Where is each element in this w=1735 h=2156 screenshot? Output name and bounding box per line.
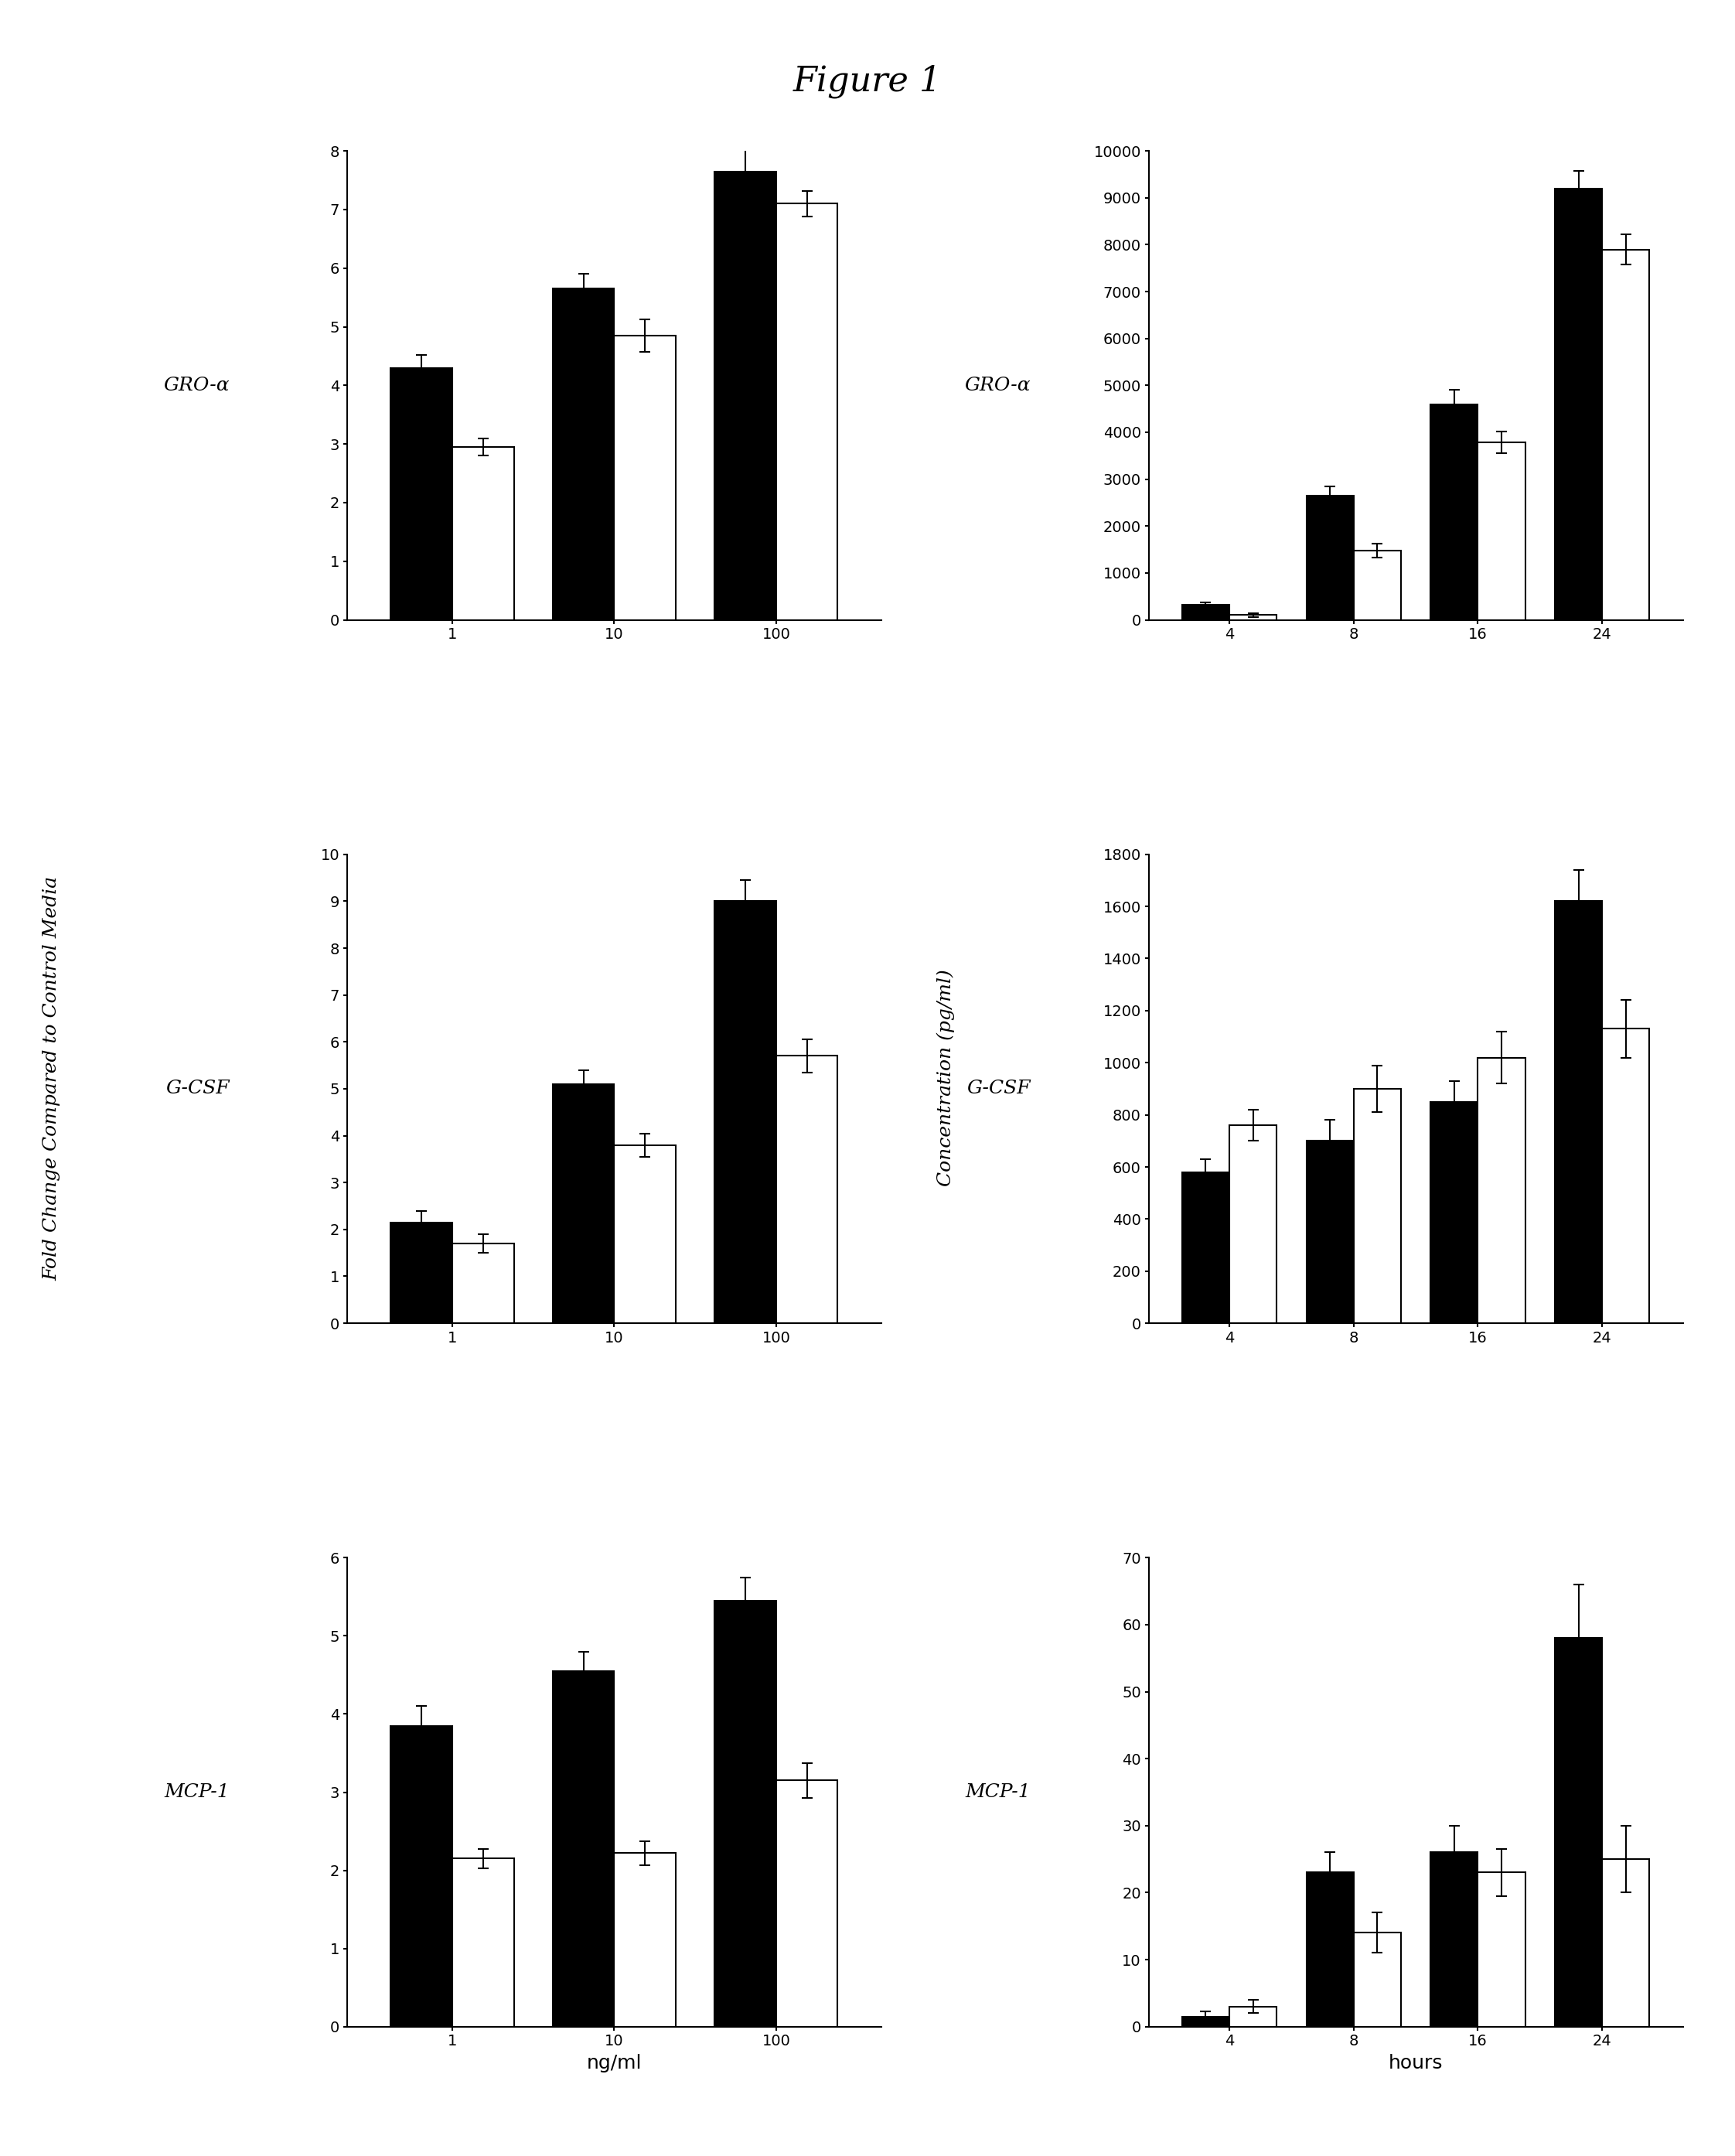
Bar (1555, 1639, 1601, 2027)
Bar (390, 369, 453, 621)
Bar (553, 289, 614, 621)
Bar (1601, 1858, 1650, 2027)
Bar (1431, 403, 1478, 621)
Bar (1601, 250, 1650, 621)
Bar (715, 172, 776, 621)
Bar (1555, 188, 1601, 621)
Bar (1306, 1141, 1353, 1324)
Bar (1182, 606, 1230, 621)
Bar (553, 1084, 614, 1324)
Bar (390, 1725, 453, 2027)
Bar (553, 1671, 614, 2027)
Bar (453, 1858, 514, 2027)
Bar (1431, 1102, 1478, 1324)
Text: Fold Change Compared to Control Media: Fold Change Compared to Control Media (43, 875, 61, 1281)
Bar (776, 1781, 838, 2027)
Text: Concentration (pg/ml): Concentration (pg/ml) (937, 970, 954, 1186)
Y-axis label: GRO-α: GRO-α (965, 377, 1031, 395)
Bar (715, 901, 776, 1324)
Bar (1601, 1028, 1650, 1324)
Bar (715, 1600, 776, 2027)
Bar (1230, 2007, 1277, 2027)
X-axis label: ng/ml: ng/ml (586, 2055, 642, 2072)
Y-axis label: MCP-1: MCP-1 (966, 1783, 1031, 1800)
Y-axis label: GRO-α: GRO-α (163, 377, 229, 395)
Bar (1353, 1089, 1400, 1324)
Bar (614, 1145, 675, 1324)
Bar (1353, 1934, 1400, 2027)
Y-axis label: G-CSF: G-CSF (966, 1080, 1031, 1097)
Bar (1306, 496, 1353, 621)
Bar (1431, 1852, 1478, 2027)
Bar (776, 1056, 838, 1324)
Bar (1182, 1173, 1230, 1324)
Bar (1478, 1056, 1525, 1324)
Bar (1478, 442, 1525, 621)
Bar (1478, 1874, 1525, 2027)
Bar (390, 1222, 453, 1324)
Bar (1230, 1125, 1277, 1324)
Y-axis label: MCP-1: MCP-1 (165, 1783, 229, 1800)
Bar (614, 1854, 675, 2027)
Bar (453, 446, 514, 621)
X-axis label: hours: hours (1388, 2055, 1444, 2072)
Bar (1555, 901, 1601, 1324)
Bar (1230, 614, 1277, 621)
Text: Figure 1: Figure 1 (793, 65, 942, 99)
Y-axis label: G-CSF: G-CSF (165, 1080, 229, 1097)
Bar (614, 336, 675, 621)
Bar (1182, 2016, 1230, 2027)
Bar (776, 203, 838, 621)
Bar (1353, 550, 1400, 621)
Bar (453, 1244, 514, 1324)
Bar (1306, 1874, 1353, 2027)
